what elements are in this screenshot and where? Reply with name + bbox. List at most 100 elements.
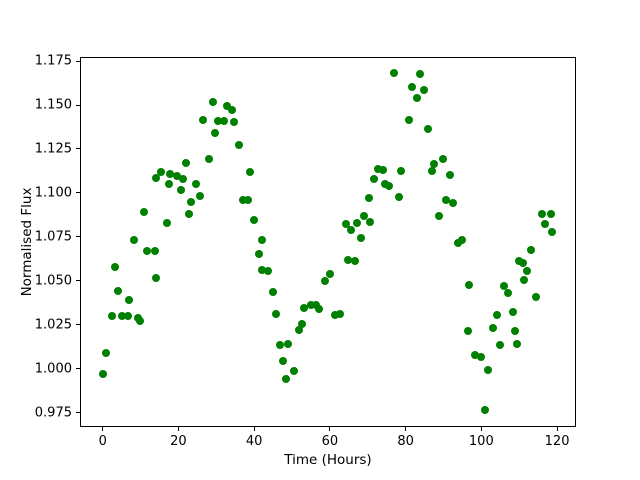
data-point <box>547 228 556 237</box>
data-point <box>124 312 133 321</box>
x-tick-label: 60 <box>321 434 339 449</box>
data-point <box>464 326 473 335</box>
y-tick-mark <box>76 104 80 106</box>
data-point <box>297 319 306 328</box>
x-tick-label: 0 <box>98 434 107 449</box>
data-point <box>360 212 369 221</box>
x-tick-mark <box>253 427 255 431</box>
data-point <box>99 370 108 379</box>
x-tick-mark <box>102 427 104 431</box>
data-point <box>342 219 351 228</box>
data-point <box>430 159 438 168</box>
y-tick-mark <box>76 368 80 370</box>
data-point <box>366 218 375 227</box>
data-point <box>125 296 134 305</box>
y-tick-mark <box>76 236 80 238</box>
x-tick-label: 120 <box>544 434 570 449</box>
data-point <box>325 269 334 278</box>
data-point <box>257 236 266 245</box>
data-point <box>227 106 236 115</box>
data-point <box>289 367 298 376</box>
y-tick-mark <box>76 412 80 414</box>
data-point <box>163 218 172 227</box>
x-tick-label: 20 <box>170 434 187 449</box>
data-point <box>117 312 126 321</box>
data-point <box>268 288 277 297</box>
x-tick-label: 100 <box>468 434 494 449</box>
data-point <box>378 165 387 174</box>
data-point <box>465 281 474 290</box>
data-point <box>343 255 352 264</box>
x-tick-mark <box>405 427 407 431</box>
data-point <box>395 192 404 201</box>
y-tick-mark <box>76 280 80 282</box>
data-point <box>435 212 444 221</box>
data-point <box>142 246 151 255</box>
data-point <box>495 340 504 349</box>
data-point <box>365 194 374 203</box>
data-point <box>157 167 166 176</box>
data-point <box>177 186 186 195</box>
x-tick-mark <box>329 427 331 431</box>
x-tick-mark <box>556 427 558 431</box>
data-point <box>282 374 291 383</box>
data-point <box>235 141 244 150</box>
data-point <box>300 304 309 313</box>
x-tick-mark <box>177 427 179 431</box>
y-tick-label: 1.175 <box>34 53 72 69</box>
x-tick-label: 40 <box>245 434 263 449</box>
data-point <box>191 180 200 189</box>
data-point <box>476 353 485 362</box>
data-point <box>413 93 422 102</box>
data-point <box>101 348 110 357</box>
data-point <box>504 289 513 298</box>
data-point <box>166 170 175 179</box>
data-point <box>250 215 259 224</box>
data-point <box>113 287 122 296</box>
data-point <box>489 323 498 332</box>
data-point <box>397 166 406 175</box>
y-tick-label: 1.125 <box>34 141 72 157</box>
data-point <box>537 209 546 218</box>
data-point <box>471 350 480 359</box>
data-point <box>172 172 181 181</box>
data-point <box>230 117 239 126</box>
data-point <box>511 327 520 336</box>
y-axis-label: Normalised Flux <box>19 187 35 297</box>
y-tick-mark <box>76 324 80 326</box>
data-point <box>264 267 273 276</box>
data-point <box>187 198 196 207</box>
data-point <box>182 159 190 168</box>
plot-area <box>80 57 576 427</box>
data-point <box>454 239 463 248</box>
data-point <box>107 312 116 321</box>
data-point <box>404 116 413 125</box>
data-point <box>208 97 217 106</box>
data-point <box>493 310 502 319</box>
data-point <box>547 210 555 219</box>
data-point <box>480 406 489 415</box>
data-point <box>283 339 292 348</box>
data-point <box>272 309 281 318</box>
data-point <box>389 69 398 78</box>
data-point <box>416 70 424 79</box>
data-point <box>424 124 433 133</box>
data-point <box>294 326 303 335</box>
data-point <box>211 128 220 137</box>
data-point <box>196 192 205 201</box>
data-point <box>164 180 173 189</box>
y-tick-label: 1.025 <box>34 317 72 333</box>
y-tick-mark <box>76 148 80 150</box>
x-axis-label: Time (Hours) <box>284 452 372 468</box>
data-point <box>420 86 429 95</box>
x-tick-label: 80 <box>397 434 414 449</box>
data-point <box>384 182 393 191</box>
y-tick-label: 1.000 <box>34 361 72 377</box>
y-tick-mark <box>76 192 80 194</box>
data-point <box>353 219 362 227</box>
data-point <box>314 305 323 313</box>
data-point <box>321 276 330 285</box>
data-point <box>509 308 518 317</box>
x-tick-mark <box>480 427 482 431</box>
